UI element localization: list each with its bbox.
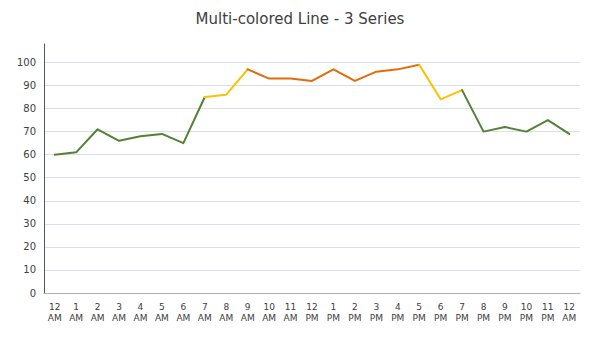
svg-text:80: 80: [23, 103, 36, 114]
svg-text:PM: PM: [370, 313, 383, 323]
svg-text:6: 6: [180, 302, 186, 312]
svg-text:1: 1: [331, 302, 337, 312]
svg-text:PM: PM: [391, 313, 404, 323]
svg-text:10: 10: [521, 302, 533, 312]
svg-text:4: 4: [138, 302, 144, 312]
svg-text:2: 2: [95, 302, 101, 312]
svg-text:7: 7: [202, 302, 208, 312]
svg-text:5: 5: [159, 302, 165, 312]
svg-text:PM: PM: [305, 313, 318, 323]
svg-text:70: 70: [23, 126, 36, 137]
svg-text:AM: AM: [219, 313, 233, 323]
svg-text:PM: PM: [327, 313, 340, 323]
svg-text:AM: AM: [112, 313, 126, 323]
svg-text:9: 9: [245, 302, 251, 312]
svg-text:AM: AM: [284, 313, 298, 323]
svg-text:PM: PM: [520, 313, 533, 323]
svg-text:AM: AM: [134, 313, 148, 323]
svg-text:5: 5: [416, 302, 422, 312]
svg-text:PM: PM: [455, 313, 468, 323]
svg-text:10: 10: [263, 302, 275, 312]
svg-text:AM: AM: [155, 313, 169, 323]
svg-text:40: 40: [23, 195, 36, 206]
svg-text:8: 8: [223, 302, 229, 312]
svg-text:PM: PM: [434, 313, 447, 323]
svg-text:AM: AM: [48, 313, 62, 323]
svg-text:12: 12: [306, 302, 317, 312]
svg-text:11: 11: [542, 302, 553, 312]
svg-text:PM: PM: [348, 313, 361, 323]
svg-text:3: 3: [116, 302, 122, 312]
svg-text:7: 7: [459, 302, 465, 312]
svg-text:4: 4: [395, 302, 401, 312]
svg-text:AM: AM: [69, 313, 83, 323]
svg-text:1: 1: [73, 302, 79, 312]
svg-text:AM: AM: [198, 313, 212, 323]
svg-text:PM: PM: [541, 313, 554, 323]
svg-text:12: 12: [49, 302, 60, 312]
svg-text:50: 50: [23, 172, 36, 183]
svg-text:6: 6: [438, 302, 444, 312]
svg-text:3: 3: [373, 302, 379, 312]
svg-text:30: 30: [23, 218, 36, 229]
svg-text:PM: PM: [498, 313, 511, 323]
svg-text:9: 9: [502, 302, 508, 312]
svg-text:Multi-colored Line - 3 Series: Multi-colored Line - 3 Series: [196, 10, 405, 28]
svg-text:10: 10: [23, 264, 36, 275]
svg-text:AM: AM: [91, 313, 105, 323]
svg-text:PM: PM: [477, 313, 490, 323]
svg-text:20: 20: [23, 241, 36, 252]
svg-text:90: 90: [23, 80, 36, 91]
svg-text:12: 12: [564, 302, 575, 312]
svg-text:PM: PM: [413, 313, 426, 323]
svg-text:8: 8: [481, 302, 487, 312]
svg-text:0: 0: [30, 288, 36, 299]
svg-text:60: 60: [23, 149, 36, 160]
svg-text:2: 2: [352, 302, 358, 312]
svg-text:AM: AM: [176, 313, 190, 323]
svg-text:11: 11: [285, 302, 296, 312]
svg-text:AM: AM: [562, 313, 576, 323]
svg-text:AM: AM: [241, 313, 255, 323]
svg-text:100: 100: [17, 57, 36, 68]
svg-text:AM: AM: [262, 313, 276, 323]
